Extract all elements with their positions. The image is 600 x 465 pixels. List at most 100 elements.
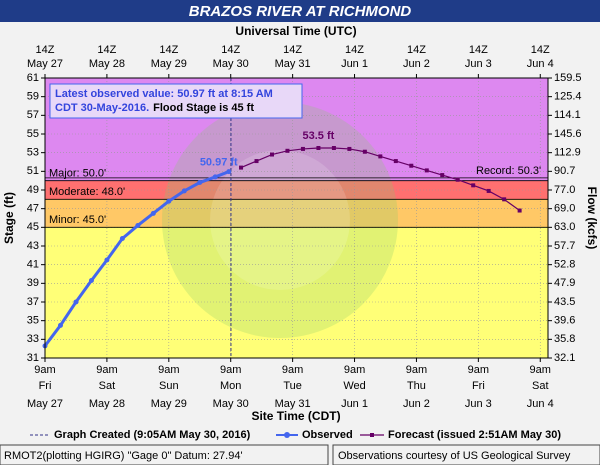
y2-tick-label: 43.5 (554, 296, 575, 308)
legend-label: Graph Created (9:05AM May 30, 2016) (54, 429, 251, 441)
x2-tick-label: 14Z (36, 44, 55, 56)
forecast-point (378, 154, 383, 159)
footer-box (332, 444, 600, 465)
x2-tick-label: 14Z (407, 44, 426, 56)
point-label: 50.97 ft (200, 157, 238, 169)
x2-tick-label: 14Z (469, 44, 488, 56)
y2-axis-label: Flow (kcfs) (585, 187, 599, 250)
observed-point (150, 210, 156, 216)
forecast-point (409, 163, 414, 168)
threshold-label: Moderate: 48.0' (49, 186, 125, 198)
x2-tick-label: May 31 (275, 58, 311, 70)
observed-point (119, 236, 125, 242)
x-tick-label: 9am (158, 364, 179, 376)
y-axis-label: Stage (ft) (2, 192, 16, 244)
observed-point (104, 257, 110, 263)
flood-band (45, 180, 548, 200)
x-tick-label: Mon (220, 380, 241, 392)
x-tick-label: 9am (282, 364, 303, 376)
y-tick-label: 37 (27, 296, 39, 308)
forecast-point (486, 188, 491, 193)
chart-title: BRAZOS RIVER AT RICHMOND (189, 3, 412, 20)
flood-band (45, 227, 548, 358)
x-tick-label: 9am (34, 364, 55, 376)
x-tick-label: 9am (530, 364, 551, 376)
x-axis-label: Site Time (CDT) (251, 409, 340, 423)
observed-point (57, 322, 63, 328)
y-tick-label: 59 (27, 91, 39, 103)
y-tick-label: 53 (27, 147, 39, 159)
annotation-date: CDT 30-May-2016. (55, 102, 149, 114)
forecast-point (254, 159, 259, 164)
annotation-flood-stage: Flood Stage is 45 ft (153, 102, 254, 114)
forecast-point (455, 177, 460, 182)
y2-tick-label: 69.0 (554, 203, 575, 215)
x2-axis-label: Universal Time (UTC) (235, 24, 356, 38)
x-tick-label: Jun 4 (527, 398, 554, 410)
y2-tick-label: 145.6 (554, 128, 582, 140)
observed-point (226, 169, 232, 175)
x2-tick-label: 14Z (97, 44, 116, 56)
x2-tick-label: 14Z (283, 44, 302, 56)
y2-tick-label: 35.8 (554, 333, 575, 345)
observed-point (73, 299, 79, 305)
x-tick-label: Sat (532, 380, 549, 392)
x-tick-label: Jun 1 (341, 398, 368, 410)
annotation-box (49, 83, 303, 119)
x-tick-label: Tue (283, 380, 302, 392)
footer-box (0, 444, 329, 465)
forecast-point (440, 173, 445, 178)
x-tick-label: Thu (407, 380, 426, 392)
x2-tick-label: Jun 1 (341, 58, 368, 70)
y2-tick-label: 57.7 (554, 240, 575, 252)
forecast-point (502, 197, 507, 202)
threshold-label: Major: 50.0' (49, 168, 106, 180)
point-label: 53.5 ft (303, 130, 335, 142)
x-tick-label: 9am (344, 364, 365, 376)
y-tick-label: 57 (27, 109, 39, 121)
x-tick-label: 9am (468, 364, 489, 376)
x-tick-label: Jun 2 (403, 398, 430, 410)
x-tick-label: Fri (472, 380, 485, 392)
y2-tick-label: 112.9 (554, 147, 581, 159)
x-tick-label: Wed (343, 380, 365, 392)
observed-point (212, 174, 218, 180)
x2-tick-label: May 29 (151, 58, 187, 70)
observed-point (88, 278, 94, 284)
y2-tick-label: 63.0 (554, 221, 575, 233)
forecast-point (300, 146, 305, 151)
forecast-point (393, 159, 398, 164)
y-tick-label: 43 (27, 240, 39, 252)
x-tick-label: Fri (39, 380, 52, 392)
x-tick-label: Sat (99, 380, 116, 392)
y-tick-label: 33 (27, 333, 39, 345)
forecast-point (285, 148, 290, 153)
y-tick-label: 39 (27, 277, 39, 289)
x2-tick-label: 14Z (345, 44, 364, 56)
x2-tick-label: May 30 (213, 58, 249, 70)
y-tick-label: 49 (27, 184, 39, 196)
x-tick-label: May 29 (151, 398, 187, 410)
forecast-point (517, 208, 522, 213)
x-tick-label: 9am (406, 364, 427, 376)
y-tick-label: 61 (27, 72, 39, 84)
x-tick-label: 9am (220, 364, 241, 376)
forecast-point (424, 168, 429, 173)
watermark (162, 102, 398, 338)
footer-right: Observations courtesy of US Geological S… (338, 450, 571, 462)
y-tick-label: 41 (27, 259, 39, 271)
threshold-label: Minor: 45.0' (49, 214, 106, 226)
annotation-text: CDT 30-May-2016. Flood Stage is 45 ft (55, 102, 254, 114)
x2-tick-label: 14Z (531, 44, 550, 56)
y2-tick-label: 90.7 (554, 165, 575, 177)
flood-band (45, 199, 548, 228)
x2-tick-label: 14Z (159, 44, 178, 56)
x2-tick-label: Jun 4 (527, 58, 554, 70)
x-tick-label: Sun (159, 380, 179, 392)
y2-tick-label: 77.0 (554, 184, 575, 196)
x-tick-label: Jun 3 (465, 398, 492, 410)
observed-point (197, 180, 203, 186)
title-bar (0, 0, 600, 22)
y2-tick-label: 159.5 (554, 72, 582, 84)
